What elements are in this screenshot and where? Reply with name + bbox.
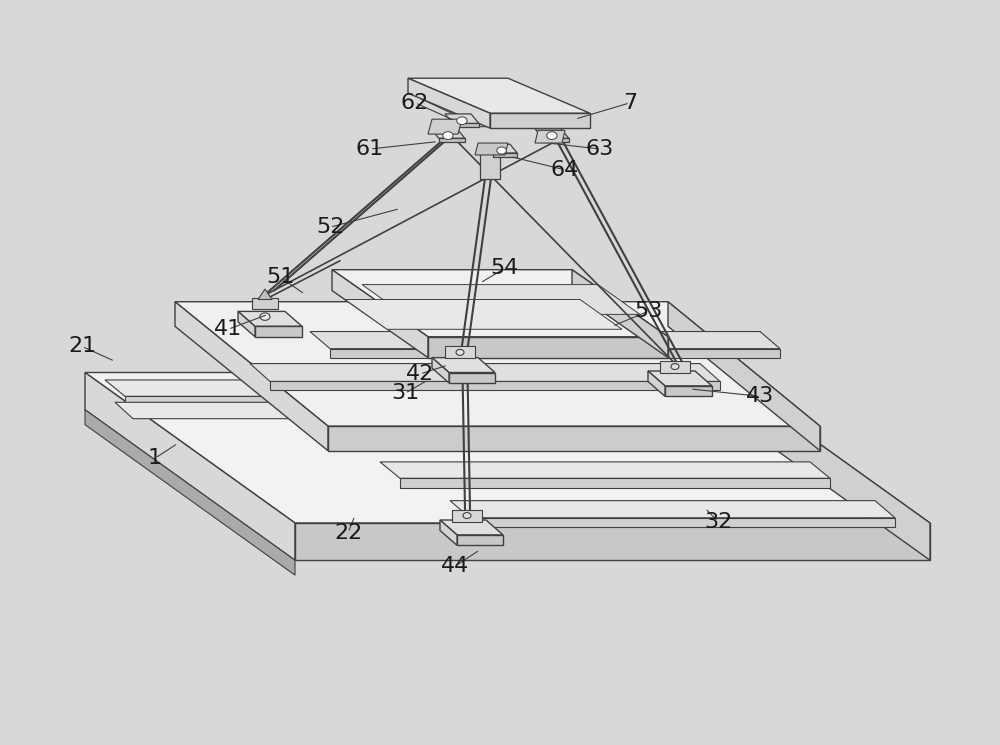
Polygon shape [362, 285, 640, 314]
Circle shape [547, 132, 557, 139]
Text: 22: 22 [334, 523, 362, 542]
Polygon shape [332, 270, 428, 358]
Text: 31: 31 [391, 384, 419, 403]
Polygon shape [270, 381, 720, 390]
Polygon shape [450, 501, 895, 518]
Polygon shape [175, 302, 820, 426]
Text: 54: 54 [491, 259, 519, 278]
Polygon shape [535, 130, 565, 143]
Polygon shape [490, 113, 590, 128]
Text: 43: 43 [746, 387, 774, 406]
Text: 42: 42 [406, 364, 434, 384]
Polygon shape [440, 520, 503, 535]
Circle shape [260, 313, 270, 320]
Polygon shape [431, 129, 465, 139]
Text: 41: 41 [214, 320, 242, 339]
Text: 61: 61 [356, 139, 384, 159]
Polygon shape [252, 298, 278, 309]
Text: 7: 7 [623, 93, 637, 112]
Polygon shape [408, 78, 490, 128]
Circle shape [671, 364, 679, 370]
Polygon shape [428, 337, 668, 358]
Polygon shape [85, 372, 295, 560]
Circle shape [456, 349, 464, 355]
Polygon shape [439, 139, 465, 142]
Polygon shape [428, 119, 462, 134]
Polygon shape [720, 372, 930, 560]
Polygon shape [475, 143, 508, 155]
Polygon shape [345, 299, 622, 329]
Text: 53: 53 [634, 302, 662, 321]
Polygon shape [535, 129, 569, 139]
Polygon shape [440, 520, 457, 545]
Polygon shape [420, 98, 580, 127]
Polygon shape [493, 153, 517, 156]
Circle shape [443, 132, 453, 139]
Polygon shape [258, 289, 272, 299]
Polygon shape [660, 361, 690, 372]
Polygon shape [175, 302, 328, 451]
Polygon shape [328, 426, 820, 451]
Circle shape [463, 513, 471, 519]
Polygon shape [250, 364, 720, 381]
Polygon shape [445, 114, 479, 124]
Polygon shape [380, 462, 830, 478]
Polygon shape [445, 346, 475, 358]
Polygon shape [432, 358, 495, 372]
Text: 62: 62 [401, 93, 429, 112]
Polygon shape [648, 371, 712, 386]
Text: 52: 52 [316, 218, 344, 237]
Text: 63: 63 [586, 139, 614, 159]
Polygon shape [432, 358, 449, 383]
Text: 21: 21 [68, 337, 96, 356]
Polygon shape [105, 380, 550, 396]
Polygon shape [400, 478, 830, 488]
Polygon shape [85, 410, 295, 575]
Polygon shape [310, 332, 780, 349]
Polygon shape [668, 302, 820, 451]
Polygon shape [125, 396, 550, 406]
Text: 51: 51 [266, 267, 294, 287]
Text: 44: 44 [441, 557, 469, 576]
Polygon shape [572, 270, 668, 358]
Polygon shape [470, 518, 895, 527]
Polygon shape [452, 510, 482, 522]
Text: 1: 1 [148, 448, 162, 468]
Text: 32: 32 [704, 512, 732, 531]
Text: 64: 64 [551, 160, 579, 180]
Polygon shape [480, 150, 500, 179]
Polygon shape [332, 270, 668, 337]
Polygon shape [648, 371, 665, 396]
Circle shape [497, 147, 506, 154]
Polygon shape [330, 349, 780, 358]
Polygon shape [115, 402, 558, 419]
Polygon shape [408, 78, 590, 113]
Polygon shape [453, 124, 479, 127]
Polygon shape [486, 145, 517, 153]
Polygon shape [449, 372, 495, 383]
Polygon shape [543, 139, 569, 142]
Polygon shape [238, 311, 255, 337]
Polygon shape [295, 523, 930, 560]
Polygon shape [457, 535, 503, 545]
Circle shape [457, 117, 467, 124]
Polygon shape [255, 326, 302, 337]
Polygon shape [665, 386, 712, 396]
Polygon shape [85, 372, 930, 523]
Polygon shape [238, 311, 302, 326]
